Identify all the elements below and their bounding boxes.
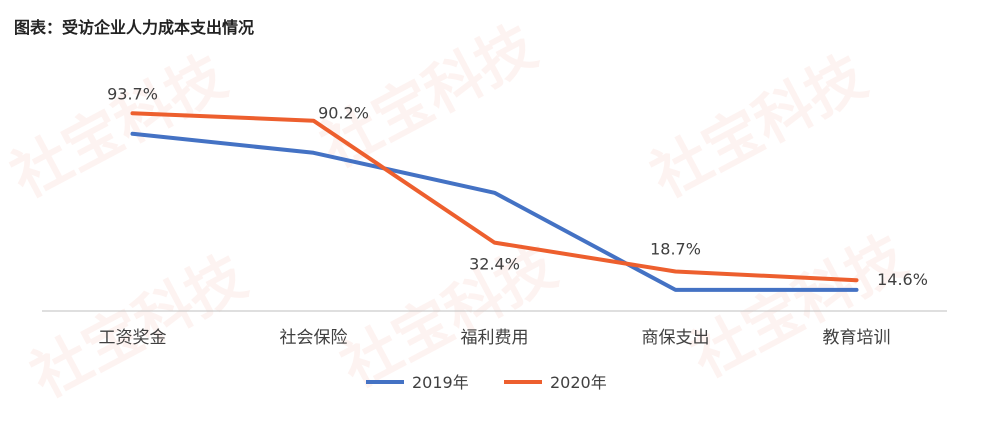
x-tick-label: 商保支出 bbox=[642, 328, 710, 348]
legend-label-1: 2019年 bbox=[412, 373, 469, 392]
data-label: 93.7% bbox=[107, 84, 158, 103]
data-label: 90.2% bbox=[318, 104, 369, 123]
x-tick-label: 社会保险 bbox=[280, 328, 348, 348]
x-tick-label: 工资奖金 bbox=[99, 328, 167, 348]
data-label: 18.7% bbox=[650, 240, 701, 259]
x-tick-label: 教育培训 bbox=[823, 328, 891, 348]
data-label: 14.6% bbox=[877, 270, 928, 289]
legend-label-2: 2020年 bbox=[550, 373, 607, 392]
series-line-1 bbox=[130, 131, 859, 292]
data-label: 32.4% bbox=[469, 255, 520, 274]
series-line-2 bbox=[130, 111, 859, 283]
x-tick-label: 福利费用 bbox=[461, 328, 529, 348]
chart-title: 图表：受访企业人力成本支出情况 bbox=[14, 18, 255, 37]
